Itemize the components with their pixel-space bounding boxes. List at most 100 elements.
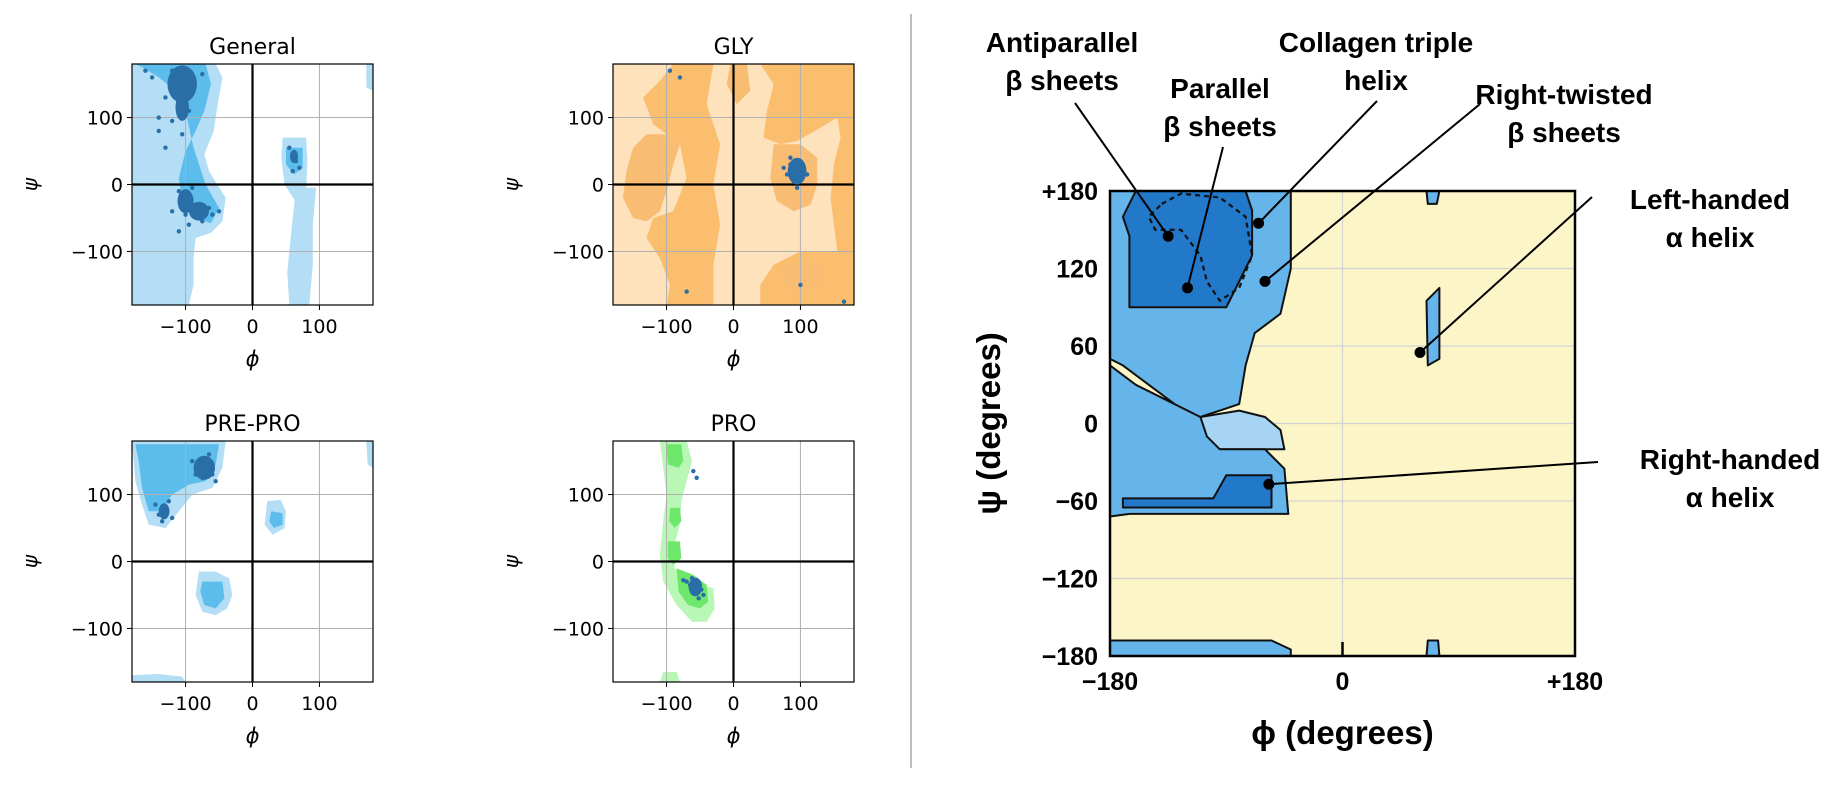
pro-data-point-1: [694, 475, 699, 481]
general-data-point-32: [149, 75, 155, 80]
gly-data-point-5: [801, 165, 806, 170]
pre-pro-x-tick-label-2: 100: [301, 693, 337, 715]
general-y-axis-label: ψ: [18, 177, 42, 191]
gly-data-point-0: [788, 162, 793, 167]
main-y-tick-label-4: 60: [1070, 333, 1098, 361]
annotation-collagen-triple-helix-leader-line: [1257, 100, 1378, 224]
pro-outer-region-0: [659, 441, 715, 622]
general-data-point-20: [210, 212, 215, 217]
pro-inner-region-0: [666, 444, 684, 468]
general-y-tick-label-2: 100: [87, 108, 123, 130]
gly-x-tick-label-0: −100: [640, 316, 692, 338]
pre-pro-data-point-2: [210, 472, 215, 477]
general-data-cluster-2: [177, 189, 194, 214]
pre-pro-data-cluster-1: [158, 503, 170, 520]
general-data-point-29: [297, 165, 302, 170]
annotation-left-handed-helix-marker-dot: [1414, 346, 1426, 358]
pre-pro-inner-region-1: [269, 511, 283, 528]
annotation-antiparallel-sheets-label-line-1: β sheets: [1005, 65, 1119, 96]
main-y-tick-label-0: −180: [1042, 643, 1098, 671]
gly-data-point-4: [791, 178, 796, 184]
pro-inner-region-1: [669, 507, 682, 528]
general-data-point-5: [176, 101, 182, 107]
gly-inner-region-0: [623, 134, 680, 222]
pro-data-point-11: [699, 587, 704, 592]
annotation-parallel-sheets-marker-dot: [1182, 282, 1193, 294]
annotation-parallel-sheets: Parallel β sheets: [1163, 73, 1277, 294]
general-data-point-24: [186, 222, 192, 227]
gly-data-point-3: [784, 172, 790, 177]
pre-pro-data-point-9: [156, 512, 161, 517]
annotation-antiparallel-sheets: Antiparallel β sheets: [986, 27, 1174, 242]
gly-y-tick-label-2: 100: [568, 108, 604, 130]
annotation-right-twisted-sheets-label-line-0: Right-twisted: [1475, 79, 1652, 110]
pre-pro-data-point-3: [200, 475, 205, 481]
pre-pro-data-point-8: [163, 505, 168, 511]
general-title: General: [209, 35, 296, 60]
pro-data-point-10: [681, 578, 686, 583]
pro-data-point-9: [696, 596, 701, 601]
general-data-point-22: [156, 128, 161, 134]
allowed-region-3: [1425, 639, 1441, 656]
general-data-point-23: [176, 229, 182, 234]
pro-y-tick-label-2: 100: [568, 485, 604, 507]
general-data-point-7: [169, 118, 175, 124]
pre-pro-data-point-13: [159, 519, 165, 524]
pro-data-point-2: [684, 579, 689, 584]
annotation-collagen-triple-helix-label-line-0: Collagen triple: [1279, 27, 1473, 58]
general-data-point-10: [163, 145, 168, 150]
general-data-point-8: [156, 115, 161, 120]
pre-pro-x-tick-label-1: 0: [246, 693, 258, 715]
gly-data-point-13: [841, 299, 847, 304]
pre-pro-y-axis-label: ψ: [18, 554, 42, 568]
pro-data-point-7: [701, 592, 706, 598]
annotation-right-handed-helix-label-line-0: Right-handed: [1640, 444, 1820, 475]
pre-pro-data-point-12: [153, 502, 158, 507]
pro-data-point-4: [691, 586, 696, 591]
annotation-parallel-sheets-leader-line: [1186, 146, 1224, 289]
general-data-point-18: [190, 185, 195, 191]
pre-pro-panel: −100 0 100 −100 0 100 PRE-PRO ϕ ψ: [18, 412, 374, 748]
pre-pro-data-point-11: [169, 515, 175, 521]
general-data-point-12: [193, 202, 198, 207]
annotation-left-handed-helix-label-line-0: Left-handed: [1630, 184, 1790, 215]
pro-outer-region-1: [659, 672, 680, 682]
pre-pro-y-tick-label-1: 0: [111, 552, 123, 574]
annotation-right-handed-helix-marker-dot: [1263, 478, 1275, 490]
pro-y-tick-label-1: 0: [592, 552, 604, 574]
general-data-cluster-0: [167, 65, 197, 103]
general-data-cluster-4: [175, 94, 189, 121]
pro-plot-body: [613, 441, 854, 682]
pro-y-tick-label-0: −100: [552, 618, 604, 640]
pro-data-point-5: [694, 589, 699, 594]
general-data-point-3: [200, 71, 205, 77]
general-data-point-27: [293, 158, 299, 164]
annotation-collagen-triple-helix: Collagen triple helix: [1253, 27, 1473, 229]
pro-data-point-8: [689, 576, 695, 581]
gly-data-point-7: [788, 155, 793, 160]
gly-data-point-11: [677, 75, 683, 80]
main-ramachandran-plot: −180 0 +180 −180 −120 −60 0 60 120 +180 ϕ (degrees…: [970, 27, 1820, 751]
general-plot-body: [132, 64, 373, 305]
main-x-tick-label-0: −180: [1082, 668, 1138, 696]
pre-pro-plot-body: [132, 441, 373, 682]
annotation-left-handed-helix-leader-line: [1419, 196, 1593, 354]
gly-data-point-12: [798, 282, 803, 288]
pre-pro-data-cluster-0: [193, 455, 216, 480]
pro-x-tick-label-0: −100: [640, 693, 692, 715]
general-panel: −100 0 100 −100 0 100 General ϕ ψ: [18, 35, 374, 371]
allowed-region-4: [1110, 639, 1292, 656]
allowed-region-2: [1425, 191, 1441, 205]
pro-data-point-6: [697, 582, 703, 588]
main-x-tick-label-2: +180: [1547, 668, 1603, 696]
general-data-point-16: [206, 205, 212, 211]
pro-panel: −100 0 100 −100 0 100 PRO ϕ ψ: [499, 412, 855, 748]
general-data-point-26: [290, 152, 295, 157]
general-x-tick-label-2: 100: [301, 316, 337, 338]
general-data-point-31: [143, 68, 148, 73]
general-outer-region-3: [287, 187, 317, 305]
general-x-tick-label-0: −100: [159, 316, 211, 338]
main-y-tick-label-6: +180: [1042, 178, 1098, 206]
general-data-point-15: [196, 215, 202, 221]
